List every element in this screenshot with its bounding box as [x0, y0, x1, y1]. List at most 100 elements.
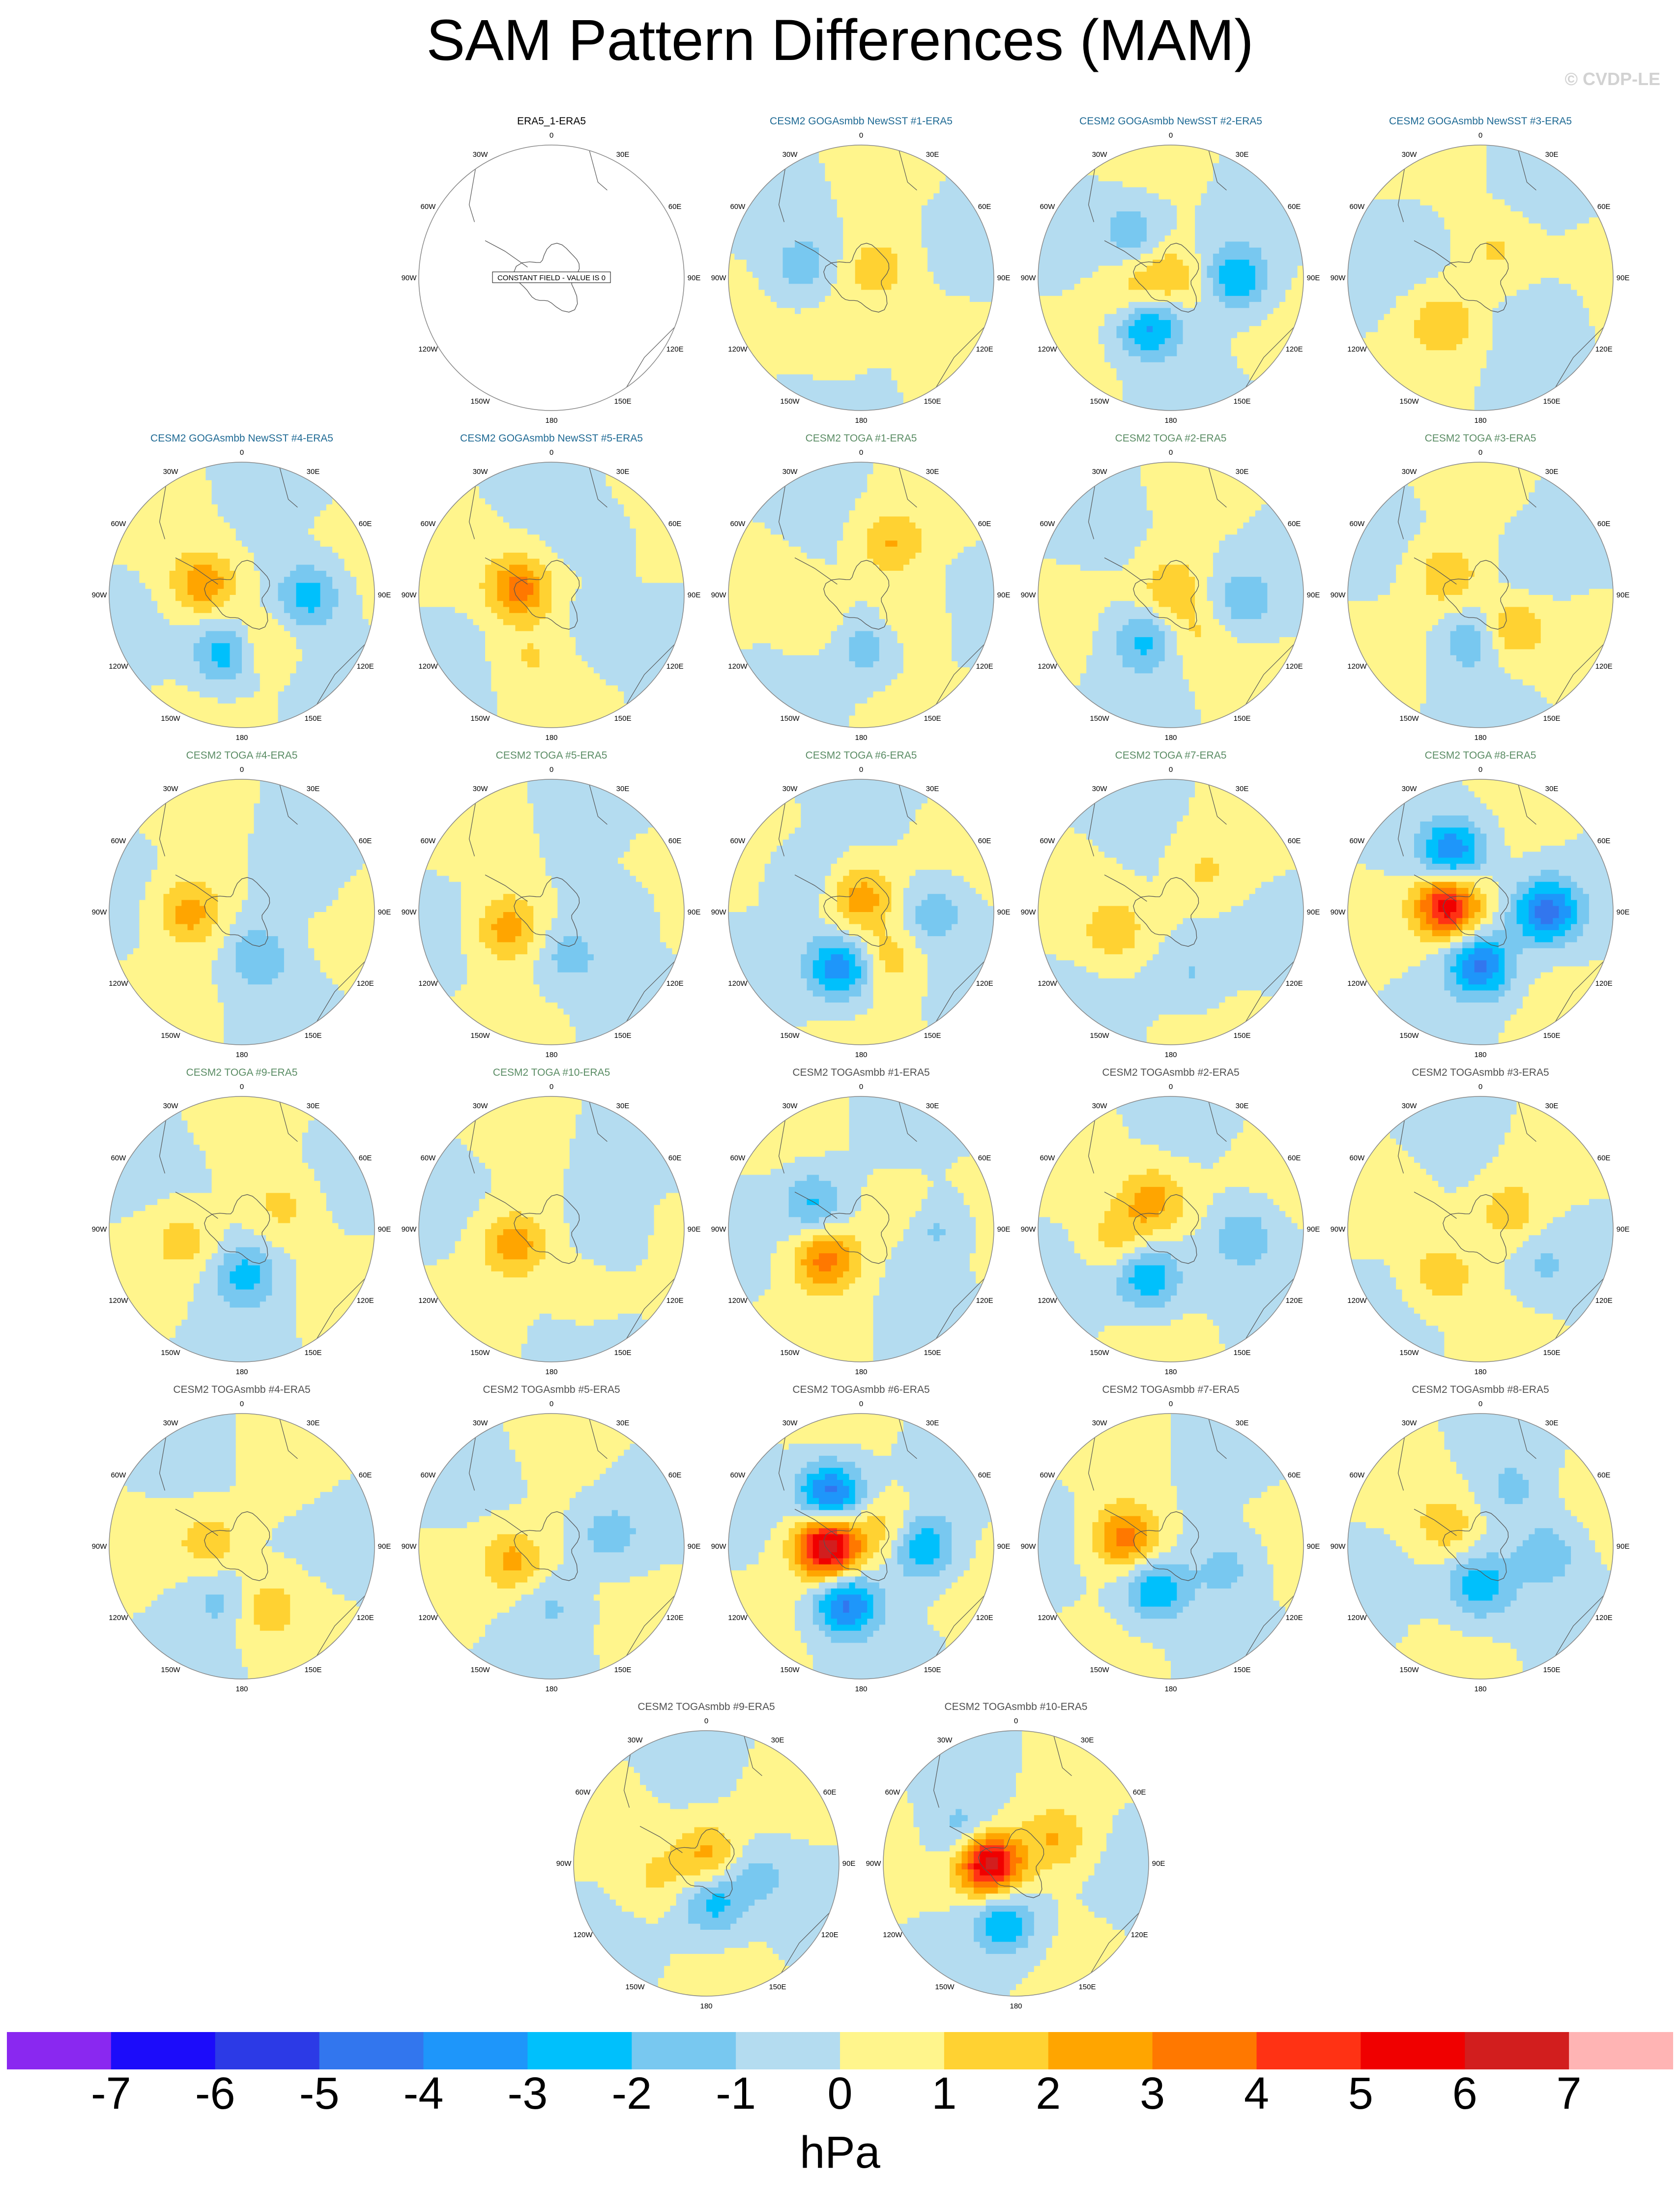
grid-cell	[1255, 344, 1262, 351]
grid-cell	[963, 199, 970, 206]
grid-cell	[807, 344, 813, 351]
grid-cell	[903, 145, 910, 151]
grid-cell	[1116, 260, 1123, 266]
grid-cell	[527, 253, 534, 260]
grid-cell	[1134, 163, 1141, 170]
grid-cell	[1153, 356, 1159, 363]
grid-cell	[533, 217, 540, 224]
grid-cell	[891, 350, 898, 357]
grid-cell	[1074, 229, 1081, 236]
grid-cell	[837, 163, 843, 170]
grid-cell	[1092, 290, 1099, 296]
grid-cell	[1261, 284, 1268, 291]
grid-cell	[1129, 386, 1135, 393]
grid-cell	[849, 392, 856, 399]
grid-cell	[1177, 404, 1184, 411]
grid-cell	[801, 187, 808, 194]
grid-cell	[1237, 374, 1244, 381]
grid-cell	[1122, 356, 1129, 363]
grid-cell	[563, 362, 570, 369]
grid-cell	[642, 217, 648, 224]
grid-cell	[903, 187, 910, 194]
grid-cell	[569, 163, 576, 170]
grid-cell	[611, 338, 618, 345]
grid-cell	[581, 199, 588, 206]
grid-cell	[467, 332, 474, 339]
grid-cell	[812, 338, 819, 345]
grid-cell	[1213, 290, 1219, 296]
grid-cell	[1207, 169, 1214, 176]
grid-cell	[1134, 326, 1141, 333]
grid-cell	[611, 368, 618, 375]
grid-cell	[812, 386, 819, 393]
grid-cell	[576, 344, 582, 351]
grid-cell	[545, 386, 552, 393]
grid-cell	[1080, 169, 1087, 176]
grid-cell	[867, 199, 874, 206]
grid-cell	[1104, 320, 1111, 326]
grid-cell	[648, 368, 655, 375]
grid-cell	[777, 374, 783, 381]
grid-cell	[897, 175, 904, 182]
grid-cell	[1360, 295, 1366, 302]
grid-cell	[939, 338, 946, 345]
grid-cell	[419, 253, 425, 260]
grid-cell	[497, 338, 504, 345]
grid-cell	[831, 350, 838, 357]
grid-cell	[891, 253, 898, 260]
grid-cell	[606, 163, 612, 170]
grid-cell	[1291, 290, 1298, 296]
grid-cell	[485, 308, 492, 315]
grid-cell	[1261, 229, 1268, 236]
grid-cell	[903, 332, 910, 339]
grid-cell	[443, 308, 449, 315]
grid-cell	[557, 356, 564, 363]
grid-cell	[782, 338, 789, 345]
grid-cell	[825, 368, 832, 375]
grid-cell	[819, 308, 825, 315]
grid-cell	[509, 290, 516, 296]
grid-cell	[825, 338, 832, 345]
grid-cell	[431, 265, 437, 272]
grid-cell	[1249, 229, 1256, 236]
map-panel: CESM2 GOGAsmbb NewSST #3-ERA5 0 30E 60E 90E 1…	[1323, 116, 1638, 433]
grid-cell	[569, 151, 576, 158]
grid-cell	[1116, 187, 1123, 194]
grid-cell	[933, 223, 940, 230]
grid-cell	[593, 236, 600, 242]
grid-cell	[855, 332, 862, 339]
grid-cell	[1056, 284, 1063, 291]
grid-cell	[939, 175, 946, 182]
grid-cell	[473, 350, 480, 357]
grid-cell	[1140, 217, 1147, 224]
grid-cell	[636, 332, 642, 339]
grid-cell	[764, 302, 771, 308]
grid-cell	[825, 380, 832, 387]
grid-cell	[1261, 205, 1268, 212]
grid-cell	[746, 308, 753, 315]
grid-cell	[1092, 344, 1099, 351]
grid-cell	[467, 278, 474, 284]
grid-cell	[987, 229, 994, 236]
grid-cell	[1267, 356, 1274, 363]
grid-cell	[630, 193, 637, 200]
grid-cell	[1098, 380, 1105, 387]
grid-cell	[557, 199, 564, 206]
grid-cell	[606, 398, 612, 405]
grid-cell	[788, 308, 795, 315]
grid-cell	[491, 350, 498, 357]
grid-cell	[831, 278, 838, 284]
grid-cell	[831, 284, 838, 291]
grid-cell	[461, 290, 467, 296]
grid-cell	[1219, 229, 1226, 236]
grid-cell	[746, 320, 753, 326]
grid-cell	[630, 320, 637, 326]
grid-cell	[593, 284, 600, 291]
grid-cell	[636, 278, 642, 284]
grid-cell	[1092, 332, 1099, 339]
grid-cell	[569, 175, 576, 182]
grid-cell	[563, 229, 570, 236]
grid-cell	[485, 368, 492, 375]
grid-cell	[795, 326, 801, 333]
grid-cell	[648, 295, 655, 302]
